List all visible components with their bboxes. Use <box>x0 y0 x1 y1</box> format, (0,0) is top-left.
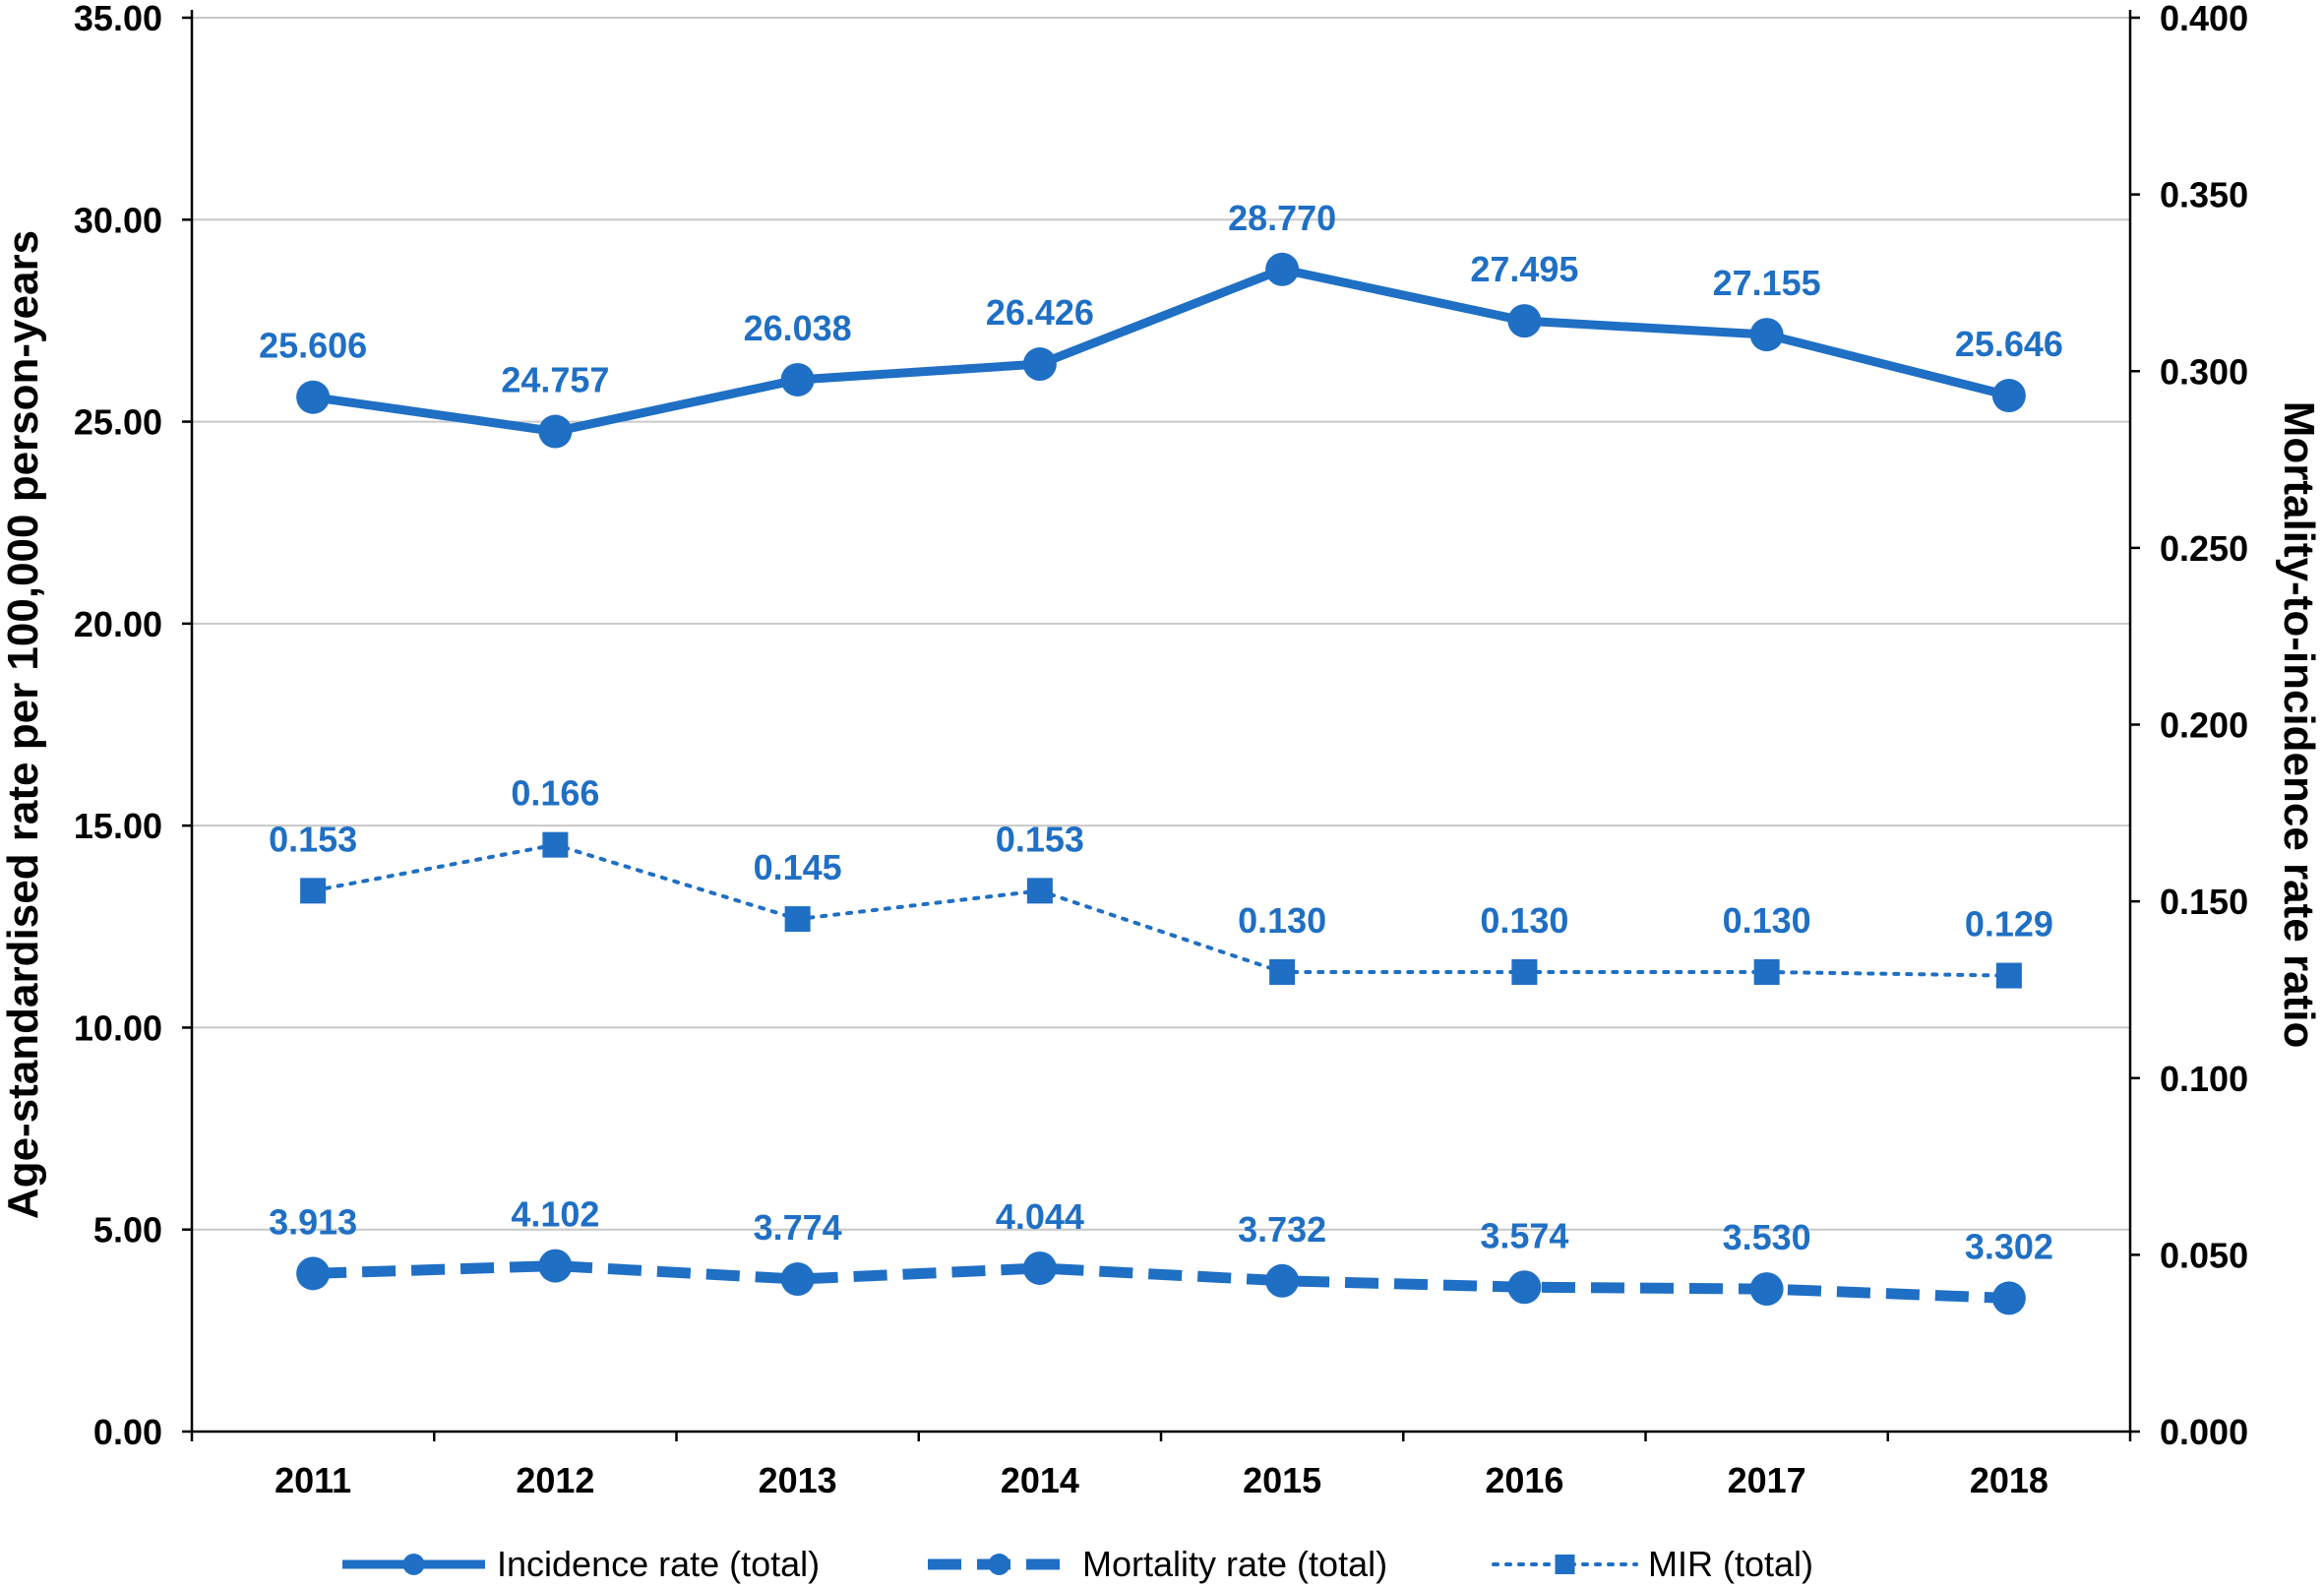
left-tick-label: 35.00 <box>74 0 162 38</box>
incidence-rate-total-data-label: 26.038 <box>744 308 852 348</box>
mortality-rate-total-point <box>1749 1272 1784 1307</box>
x-tick-label: 2012 <box>516 1460 594 1500</box>
incidence-rate-total-point <box>296 380 331 414</box>
mortality-rate-total-data-label: 4.044 <box>996 1196 1084 1237</box>
mir-total-point <box>1026 878 1053 904</box>
mir-total-point <box>1511 958 1538 985</box>
incidence-rate-total-data-label: 25.646 <box>1955 324 2063 364</box>
mortality-rate-total-data-label: 3.530 <box>1723 1217 1811 1257</box>
mir-total-legend-label: MIR (total) <box>1648 1544 1813 1584</box>
mortality-rate-total-point <box>538 1249 573 1283</box>
x-tick-label: 2014 <box>1001 1460 1079 1500</box>
incidence-rate-total-point <box>538 414 573 449</box>
incidence-rate-total-data-label: 25.606 <box>259 326 367 366</box>
mortality-rate-total-point <box>1507 1270 1542 1305</box>
left-tick-label: 30.00 <box>74 200 162 240</box>
mortality-rate-total-data-label: 3.913 <box>269 1201 357 1242</box>
legend: Incidence rate (total) Mortality rate (to… <box>342 1544 1813 1584</box>
mortality-rate-total-point <box>780 1262 815 1297</box>
mortality-rate-total-point <box>1265 1263 1300 1298</box>
incidence-rate-total-data-label: 24.757 <box>501 360 609 400</box>
mir-total-data-label: 0.130 <box>1238 900 1326 941</box>
incidence-rate-total-legend-marker <box>402 1554 425 1575</box>
mortality-rate-total-legend-marker <box>988 1554 1010 1575</box>
incidence-rate-total-point <box>1507 304 1542 338</box>
incidence-rate-total-line <box>312 265 2010 437</box>
mir-total-data-label: 0.153 <box>996 819 1084 859</box>
left-tick-label: 25.00 <box>74 402 162 443</box>
x-tick-label: 2017 <box>1728 1460 1806 1500</box>
mortality-rate-total-legend-label: Mortality rate (total) <box>1082 1544 1387 1584</box>
x-tick-label: 2011 <box>275 1460 351 1500</box>
right-tick-label: 0.400 <box>2160 0 2248 38</box>
mortality-rate-total-data-label: 4.102 <box>511 1194 599 1235</box>
mir-total-data-label: 0.166 <box>511 773 599 814</box>
mir-total-point <box>784 906 811 933</box>
incidence-rate-total-point <box>1749 318 1784 352</box>
incidence-rate-total-data-label: 27.155 <box>1713 263 1821 303</box>
mir-total-data-label: 0.129 <box>1965 904 2053 945</box>
axes: 0.00 5.00 10.00 15.00 20.00 25.00 30.00 35.00 0.… <box>0 0 2323 1500</box>
x-tick-label: 2015 <box>1243 1460 1321 1500</box>
right-tick-label: 0.350 <box>2160 175 2248 215</box>
left-tick-label: 15.00 <box>74 806 162 846</box>
mortality-rate-total-data-label: 3.302 <box>1965 1226 2053 1266</box>
incidence-rate-total-point <box>1022 347 1057 382</box>
incidence-rate-total-point <box>1991 379 2026 413</box>
x-tick-label: 2016 <box>1485 1460 1563 1500</box>
x-tick-label: 2013 <box>759 1460 837 1500</box>
series <box>296 252 2026 1315</box>
x-tick-label: 2018 <box>1970 1460 2049 1500</box>
mir-total-data-label: 0.130 <box>1723 900 1811 941</box>
mortality-rate-total-point <box>296 1256 331 1291</box>
mortality-rate-total-line <box>312 1260 2010 1304</box>
incidence-rate-total-data-label: 26.426 <box>986 292 1094 333</box>
left-tick-label: 10.00 <box>74 1007 162 1048</box>
right-tick-label: 0.100 <box>2160 1059 2248 1099</box>
mir-total-point <box>1269 958 1296 985</box>
right-tick-label: 0.300 <box>2160 351 2248 392</box>
mir-total-point <box>1995 962 2022 989</box>
mortality-rate-total-data-label: 3.732 <box>1238 1209 1326 1250</box>
mir-total-legend-marker <box>1555 1555 1575 1574</box>
right-tick-label: 0.250 <box>2160 528 2248 569</box>
incidence-rate-total-data-label: 27.495 <box>1470 249 1578 289</box>
mir-total-line <box>311 842 2011 978</box>
right-tick-label: 0.050 <box>2160 1235 2248 1275</box>
incidence-rate-total-data-label: 28.770 <box>1228 198 1336 238</box>
left-tick-label: 20.00 <box>74 604 162 644</box>
incidence-rate-total-point <box>1265 252 1300 286</box>
incidence-rate-total-legend-label: Incidence rate (total) <box>497 1544 820 1584</box>
left-tick-label: 5.00 <box>93 1210 162 1251</box>
right-tick-label: 0.150 <box>2160 882 2248 922</box>
data-labels: 25.606 24.757 26.038 26.426 28.770 27.495 27.1… <box>259 198 2063 1267</box>
mir-total-data-label: 0.153 <box>269 819 357 859</box>
mortality-rate-total-point <box>1991 1281 2026 1315</box>
y-left-axis-title: Age-standardised rate per 100,000 person… <box>0 230 47 1219</box>
mir-total-point <box>1753 958 1780 985</box>
mir-total-data-label: 0.145 <box>754 847 842 887</box>
right-tick-label: 0.000 <box>2160 1412 2248 1452</box>
gridlines <box>192 17 2130 1231</box>
mir-total-point <box>300 878 327 904</box>
left-tick-label: 0.00 <box>93 1412 162 1452</box>
mortality-rate-total-point <box>1022 1251 1057 1285</box>
mir-total-data-label: 0.130 <box>1480 900 1568 941</box>
right-tick-label: 0.200 <box>2160 705 2248 746</box>
mortality-rate-total-data-label: 3.574 <box>1480 1215 1568 1255</box>
mortality-rate-total-data-label: 3.774 <box>754 1207 842 1248</box>
y-right-axis-title: Mortality-to-incidence rate ratio <box>2275 401 2323 1049</box>
incidence-rate-total-point <box>780 362 815 397</box>
mir-total-point <box>542 831 569 858</box>
